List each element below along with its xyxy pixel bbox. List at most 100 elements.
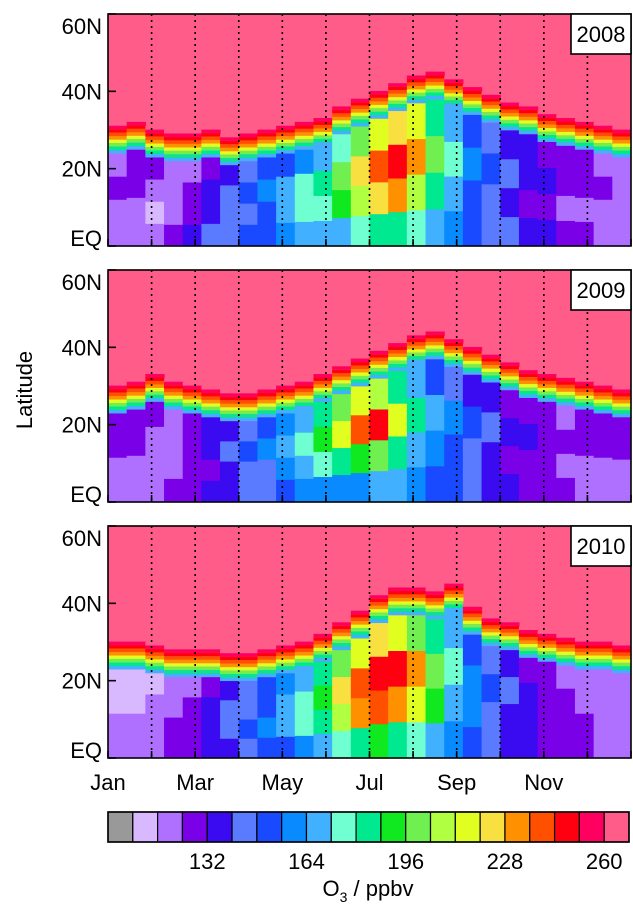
heatmap-cell xyxy=(126,669,146,693)
colorbar-swatch xyxy=(330,811,357,843)
heatmap-cell xyxy=(369,656,389,692)
boundary-band xyxy=(500,358,520,363)
boundary-band xyxy=(612,153,631,158)
boundary-band xyxy=(257,133,277,137)
heatmap-cell xyxy=(500,159,520,189)
boundary-band xyxy=(145,150,165,154)
boundary-band xyxy=(294,645,315,649)
boundary-band xyxy=(518,654,539,658)
boundary-band xyxy=(406,608,427,612)
heatmap-cell xyxy=(182,413,202,437)
boundary-band xyxy=(126,395,146,400)
heatmap-cell xyxy=(518,657,539,684)
heatmap-cell xyxy=(406,686,427,723)
boundary-band xyxy=(332,383,352,388)
boundary-band xyxy=(164,659,184,664)
boundary-band xyxy=(518,650,539,655)
heatmap-cell xyxy=(108,176,128,201)
boundary-band xyxy=(481,375,501,380)
boundary-band xyxy=(145,147,165,151)
boundary-band xyxy=(276,143,296,147)
heatmap-cell xyxy=(388,111,408,146)
boundary-band xyxy=(406,352,427,357)
boundary-band xyxy=(220,656,240,661)
boundary-band xyxy=(313,142,333,146)
heatmap-cell xyxy=(257,201,277,225)
boundary-band xyxy=(556,391,576,396)
boundary-band xyxy=(593,399,613,404)
boundary-band xyxy=(556,138,576,143)
boundary-band xyxy=(369,90,389,95)
boundary-band xyxy=(332,369,352,374)
boundary-band xyxy=(332,116,352,121)
boundary-band xyxy=(612,406,631,411)
heatmap-cell xyxy=(276,479,296,502)
boundary-band xyxy=(108,652,128,656)
heatmap-cell xyxy=(556,453,576,479)
boundary-band xyxy=(369,602,389,606)
boundary-band xyxy=(574,662,595,666)
boundary-band xyxy=(369,595,389,599)
boundary-band xyxy=(444,93,464,97)
heatmap-cell xyxy=(425,430,445,467)
boundary-band xyxy=(518,106,539,110)
boundary-band xyxy=(612,150,631,154)
boundary-band xyxy=(276,648,296,653)
heatmap-cell xyxy=(612,459,631,482)
boundary-band xyxy=(556,658,576,663)
colorbar-label-rest: / ppbv xyxy=(347,876,413,901)
heatmap-cell xyxy=(481,184,501,216)
boundary-band xyxy=(332,622,352,626)
boundary-band xyxy=(145,380,165,385)
boundary-band xyxy=(518,630,539,634)
heatmap-cell xyxy=(294,478,315,502)
boundary-band xyxy=(537,387,557,392)
boundary-band xyxy=(238,410,259,415)
heatmap-cell xyxy=(182,457,202,481)
heatmap-cell xyxy=(481,674,501,703)
heatmap-cell xyxy=(500,390,520,419)
heatmap-cell xyxy=(313,195,333,222)
heatmap-cell xyxy=(481,215,501,246)
boundary-band xyxy=(332,636,352,640)
boundary-band xyxy=(425,605,445,609)
boundary-band xyxy=(593,385,613,390)
boundary-band xyxy=(108,409,128,414)
boundary-band xyxy=(500,629,520,633)
heatmap-cell xyxy=(369,378,389,411)
boundary-band xyxy=(126,118,146,122)
heatmap-cell xyxy=(126,432,146,457)
heatmap-cell xyxy=(406,363,427,399)
boundary-band xyxy=(201,410,221,414)
boundary-band xyxy=(462,111,483,115)
heatmap-cell xyxy=(518,682,539,709)
boundary-band xyxy=(350,631,371,636)
heatmap-cell xyxy=(313,170,333,197)
heatmap-cell xyxy=(108,735,128,758)
boundary-band xyxy=(182,389,202,393)
boundary-band xyxy=(388,587,408,591)
boundary-band xyxy=(537,117,557,122)
boundary-band xyxy=(108,655,128,660)
boundary-band xyxy=(182,645,202,650)
heatmap-cell xyxy=(164,203,184,226)
boundary-band xyxy=(574,381,595,386)
boundary-band xyxy=(574,402,595,407)
heatmap-cell xyxy=(313,401,333,428)
boundary-band xyxy=(518,643,539,648)
heatmap-cell xyxy=(369,440,389,472)
boundary-band xyxy=(182,150,202,155)
boundary-band xyxy=(593,648,613,653)
boundary-band xyxy=(406,89,427,93)
boundary-band xyxy=(108,396,128,400)
boundary-band xyxy=(257,670,277,674)
heatmap-cell xyxy=(612,673,631,696)
x-tick-label: Jul xyxy=(355,770,383,795)
boundary-band xyxy=(612,147,631,151)
boundary-band xyxy=(276,403,296,407)
heatmap-cell xyxy=(462,634,483,667)
colorbar-swatch xyxy=(281,811,308,843)
boundary-band xyxy=(593,143,613,147)
boundary-band xyxy=(126,132,146,136)
heatmap-cell xyxy=(388,469,408,502)
